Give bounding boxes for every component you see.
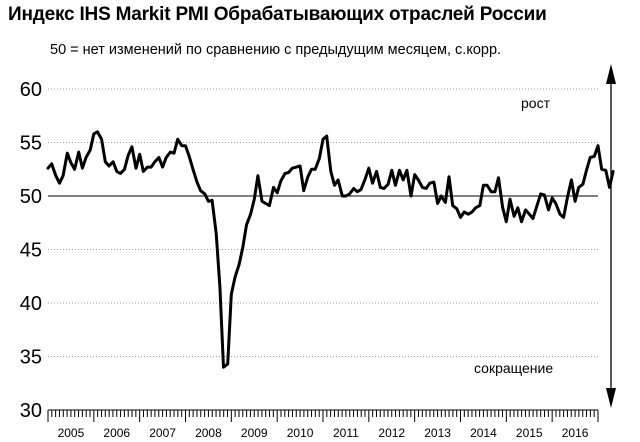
chart-subtitle: 50 = нет изменений по сравнению с предыд…	[50, 42, 502, 58]
annotation-contraction: сокращение	[474, 360, 553, 376]
arrow-head-up	[606, 64, 616, 84]
y-tick-label-55: 55	[20, 133, 42, 155]
series-line-0	[46, 130, 615, 369]
x-tick-label-2008: 2008	[195, 426, 222, 440]
x-tick-label-2007: 2007	[149, 426, 176, 440]
y-tick-label-45: 45	[20, 240, 42, 262]
series-layer	[46, 130, 615, 369]
x-tick-label-2009: 2009	[241, 426, 268, 440]
annotation-growth: рост	[521, 95, 551, 111]
x-tick-label-2014: 2014	[470, 426, 497, 440]
arrow-head-down	[606, 388, 616, 408]
y-tick-label-30: 30	[20, 400, 42, 422]
x-tick-label-2015: 2015	[516, 426, 543, 440]
labels-layer: 30 35 40 45 50 55 60 2005 2006 2007 2008 2009 2010 20…	[20, 79, 589, 440]
chart-title: Индекс IHS Markit PMI Обрабатывающих отр…	[8, 4, 547, 25]
x-tick-label-2006: 2006	[103, 426, 130, 440]
direction-arrow	[606, 64, 616, 408]
x-tick-label-2012: 2012	[378, 426, 405, 440]
y-tick-label-40: 40	[20, 293, 42, 315]
x-tick-label-2016: 2016	[562, 426, 589, 440]
x-tick-label-2013: 2013	[424, 426, 451, 440]
axes	[47, 409, 599, 422]
x-tick-label-2011: 2011	[333, 426, 359, 440]
y-tick-label-50: 50	[20, 186, 42, 208]
x-tick-label-2010: 2010	[287, 426, 314, 440]
y-tick-label-60: 60	[20, 79, 42, 101]
x-tick-label-2005: 2005	[58, 426, 85, 440]
grid-lines	[48, 88, 598, 357]
y-tick-label-35: 35	[20, 347, 42, 369]
